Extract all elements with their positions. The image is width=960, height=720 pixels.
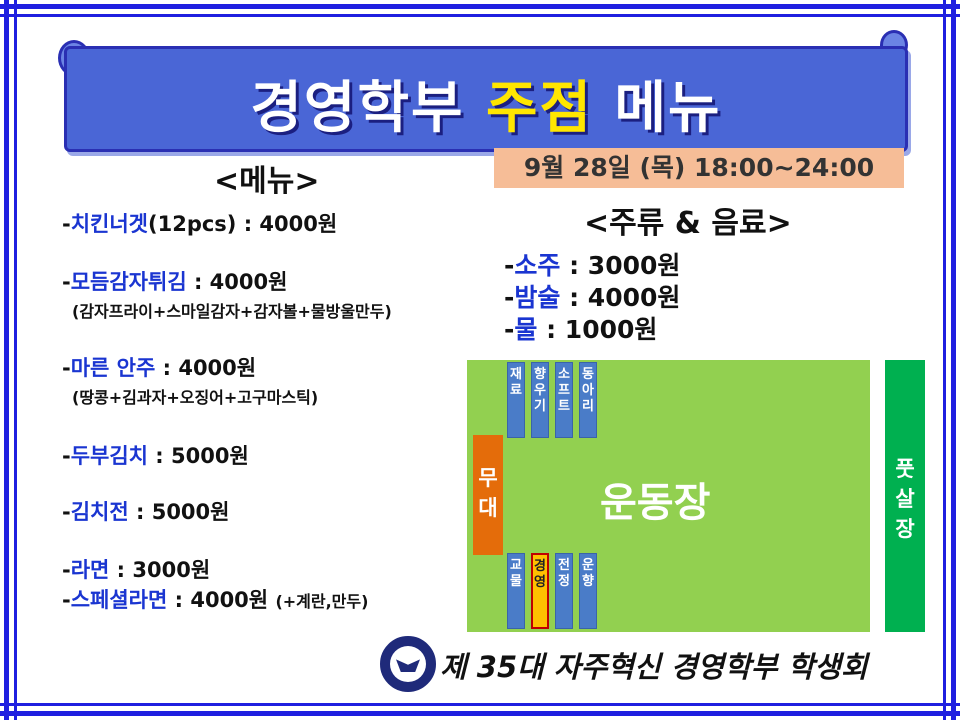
page-title: 경영학부 주점 메뉴 — [250, 76, 722, 141]
frame-left-inner — [14, 0, 17, 720]
menu-heading: <메뉴> — [214, 164, 320, 199]
frame-top-inner — [0, 14, 960, 17]
menu-item: -김치전 : 5000원 — [62, 500, 230, 524]
university-emblem-icon — [380, 636, 436, 692]
menu-item: -모듬감자튀김 : 4000원 — [62, 270, 288, 294]
menu-item: -마른 안주 : 4000원 — [62, 356, 257, 380]
menu-item: -치킨너겟(12pcs) : 4000원 — [62, 212, 338, 236]
drink-item: -소주 : 3000원 — [504, 251, 681, 280]
title-banner: 경영학부 주점 메뉴 — [64, 46, 908, 152]
frame-bottom — [0, 711, 960, 716]
frame-right-inner — [943, 0, 946, 720]
footer-organization: 제 35대 자주혁신 경영학부 학생회 — [440, 650, 868, 684]
event-date: 9월 28일 (목) 18:00~24:00 — [494, 148, 904, 188]
field-label: 운동장 — [600, 480, 711, 526]
frame-left — [4, 0, 9, 720]
menu-item-detail: (땅콩+김과자+오징어+고구마스틱) — [72, 388, 319, 407]
menu-item: -스페셜라면 : 4000원 (+계란,만두) — [62, 588, 369, 612]
frame-top — [0, 4, 960, 9]
drink-item: -물 : 1000원 — [504, 315, 658, 344]
frame-right — [951, 0, 956, 720]
menu-item: -두부김치 : 5000원 — [62, 444, 249, 468]
frame-bottom-inner — [0, 703, 960, 706]
drinks-heading: <주류 & 음료> — [584, 206, 792, 241]
menu-item: -라면 : 3000원 — [62, 558, 211, 582]
drink-item: -밤술 : 4000원 — [504, 283, 681, 312]
menu-item-detail: (감자프라이+스마일감자+감자볼+물방울만두) — [72, 302, 392, 321]
